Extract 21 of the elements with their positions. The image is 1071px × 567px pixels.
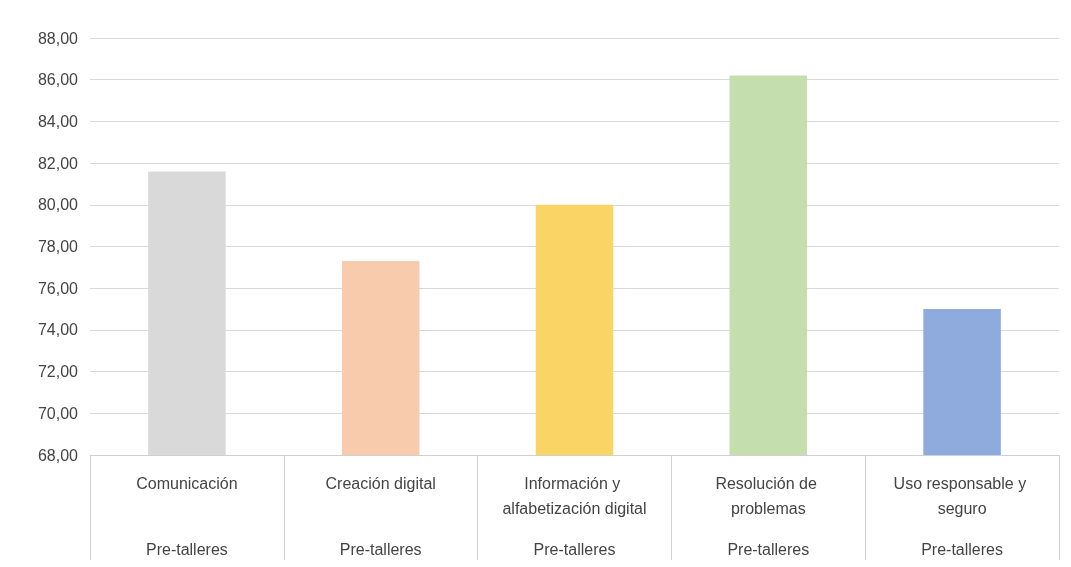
y-tick-label: 88,00 [37, 29, 79, 47]
y-tick-label: 70,00 [37, 404, 79, 422]
y-tick-label: 78,00 [37, 238, 79, 255]
text: Pre-talleres [727, 540, 810, 558]
y-tick-label: 74,00 [37, 321, 79, 339]
x-tick-label: Uso responsable y seguro [893, 475, 1031, 517]
x-tick-label: Creación digital [325, 475, 436, 492]
y-tick-label: 82,00 [37, 154, 79, 172]
text: Pre-talleres [921, 540, 1004, 558]
y-tick-label: 84,00 [37, 112, 79, 130]
x-tick-label: Resolución de problemas [715, 475, 822, 517]
text: Pre-talleres [339, 540, 422, 558]
y-tick-label: 86,00 [37, 71, 79, 89]
x-tick-label: Comunicación [136, 475, 238, 492]
x-tick-label: Información y alfabetización digital [502, 475, 647, 517]
y-tick-label: 80,00 [37, 196, 79, 214]
y-tick-label: 76,00 [37, 279, 79, 297]
y-tick-label: 68,00 [37, 446, 79, 464]
y-tick-label: 72,00 [37, 363, 79, 381]
text: Pre-talleres [145, 540, 228, 558]
text: Pre-talleres [533, 540, 616, 558]
